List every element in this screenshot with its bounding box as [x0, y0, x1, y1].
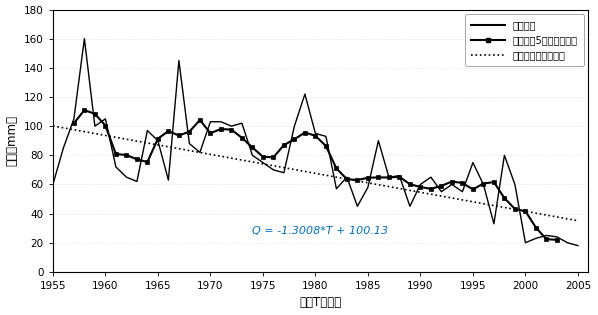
- Legend: 年径流量, 年径流量5年滑动平均値, 年径流变化线性趋势: 年径流量, 年径流量5年滑动平均値, 年径流变化线性趋势: [465, 14, 584, 66]
- Text: Q = -1.3008*T + 100.13: Q = -1.3008*T + 100.13: [252, 226, 389, 236]
- Y-axis label: 流量（mm）: 流量（mm）: [5, 115, 19, 166]
- X-axis label: 时间T（年）: 时间T（年）: [300, 296, 342, 309]
